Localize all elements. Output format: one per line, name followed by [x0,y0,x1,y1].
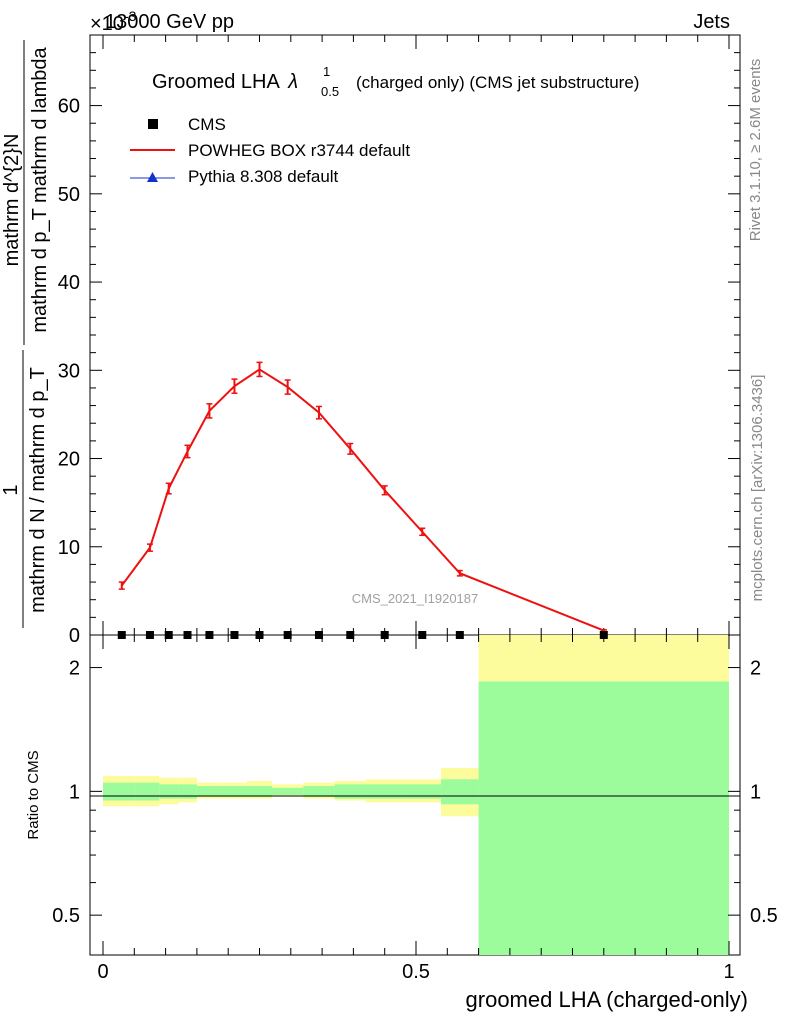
stat-band-bin-12 [441,779,479,805]
main-ytick-label: 10 [58,537,80,559]
stat-band-bin-0 [103,782,135,801]
cms-point [283,631,292,639]
ratio-ytick-label-right: 1 [750,781,761,803]
stat-band-bin-4 [196,786,222,797]
energy-label: 13000 GeV pp [105,11,234,33]
ratio-plot-frame [89,634,741,956]
ratio-ytick-label-right: 2 [750,658,761,680]
stat-band-bin-10 [365,784,404,799]
legend-marker-pythia [147,172,158,182]
ylabel-sub-numerator: mathrm d^{2}N [1,134,23,267]
main-ytick-label: 0 [69,625,80,647]
legend-marker-cms [148,119,158,129]
cms-point [164,631,173,639]
ratio-ytick-label-right: 0.5 [750,905,778,927]
cms-point [346,631,355,639]
analysis-id: CMS_2021_I1920187 [352,591,479,606]
title-suffix: (charged only) (CMS jet substructure) [356,73,639,92]
xtick-label: 1 [723,961,734,983]
plot-title: Groomed LHA λ [152,71,298,93]
ratio-ylabel: Ratio to CMS [25,750,42,839]
cms-point [145,631,154,639]
cms-point [599,631,608,639]
stat-band-bin-6 [246,786,273,797]
stat-band-bin-5 [221,786,247,797]
title-lambda-sup: 1 [323,64,330,79]
cms-point [455,631,464,639]
ratio-ytick-label-left: 1 [69,781,80,803]
legend-label-pythia: Pythia 8.308 default [188,167,339,186]
cms-point [314,631,323,639]
ylabel-denominator: mathrm d N / mathrm d p_T [27,367,49,613]
main-y-axis: 0 10 20 30 40 50 60 [58,34,740,647]
cms-point [205,631,214,639]
main-series [117,361,608,639]
stat-band-bin-8 [303,786,335,797]
stat-band-bin-2 [159,784,179,799]
exponent-label: ×10-3 [90,8,137,35]
ylabel-numerator: 1 [0,484,22,495]
ylabel-sub-denominator: mathrm d p_T mathrm d lambda [29,46,51,332]
main-ytick-label: 60 [58,96,80,118]
stat-band-bin-3 [178,784,197,799]
main-ytick-label: 20 [58,449,80,471]
legend-label-cms: CMS [188,115,226,134]
cms-point [230,631,239,639]
stat-band-bin-9 [334,784,366,799]
process-label: Jets [693,11,730,33]
stat-band-bin-7 [272,787,304,795]
stat-band-bin-11 [403,784,442,799]
cms-point [117,631,126,639]
ratio-ytick-label-left: 0.5 [52,905,80,927]
xtick-label: 0.5 [402,961,430,983]
ratio-y-axis: 0.5 0.5 1 1 2 2 [52,658,778,956]
main-ytick-label: 40 [58,272,80,294]
cms-point [418,631,427,639]
cms-point [183,631,192,639]
legend-label-powheg: POWHEG BOX r3744 default [188,141,410,160]
powheg-line [120,368,605,632]
xtick-label: 0 [97,961,108,983]
stat-band-bin-1 [134,782,160,801]
title-lambda-sub: 0.5 [321,84,339,99]
cms-point [380,631,389,639]
main-ytick-label: 50 [58,184,80,206]
rivet-label: Rivet 3.1.10, ≥ 2.6M events [747,59,764,242]
ratio-ytick-label-left: 2 [69,658,80,680]
main-ytick-label: 30 [58,360,80,382]
stat-band-bin-13 [478,681,729,955]
mcplots-label: mcplots.cern.ch [arXiv:1306.3436] [749,375,766,602]
cms-point [255,631,264,639]
xlabel: groomed LHA (charged-only) [466,987,748,1012]
ratio-bands [103,635,729,955]
legend: CMS POWHEG BOX r3744 default Pythia 8.30… [130,115,410,186]
